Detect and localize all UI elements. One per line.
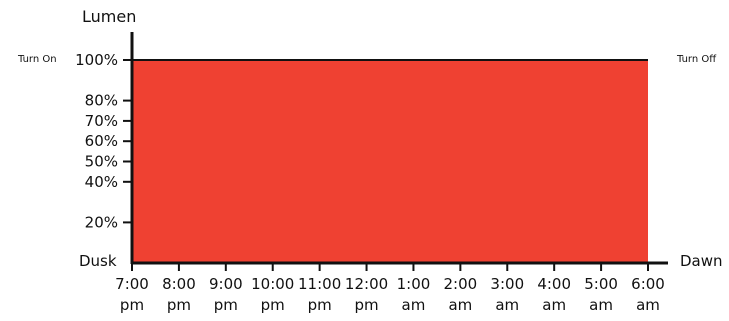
turn-off-label: Turn Off [676, 54, 717, 65]
x-tick-label-line1: 8:00 [162, 275, 196, 293]
y-tick-label: 60% [85, 132, 118, 150]
x-tick-label-line1: 9:00 [209, 275, 243, 293]
turn-on-label: Turn On [17, 54, 57, 65]
y-tick-label: 100% [75, 51, 118, 69]
x-tick-label-line2: pm [167, 296, 191, 314]
x-tick-label-line2: am [542, 296, 566, 314]
y-tick-label: 70% [85, 112, 118, 130]
x-tick-label-line1: 7:00 [115, 275, 149, 293]
axis-layer: 100% 80% 70% 60% 50% 40% 20% 7:00 pm 8:00 pm 9:00 pm… [75, 32, 668, 314]
y-axis-label: Lumen [82, 7, 136, 26]
x-tick-label-line1: 1:00 [397, 275, 431, 293]
lumen-area [132, 60, 648, 263]
x-tick-label-line1: 5:00 [584, 275, 618, 293]
x-tick-label-line1: 3:00 [490, 275, 524, 293]
y-tick-label: 80% [85, 92, 118, 110]
x-tick-label-line2: pm [214, 296, 238, 314]
label-layer: Lumen Turn On Turn Off Dusk Dawn [17, 7, 723, 270]
x-tick-label-line2: pm [261, 296, 285, 314]
x-tick-label-line2: am [402, 296, 426, 314]
dawn-label: Dawn [680, 252, 723, 270]
x-tick-label-line1: 4:00 [537, 275, 571, 293]
x-tick-label-line1: 10:00 [251, 275, 294, 293]
x-tick-label-line1: 2:00 [444, 275, 478, 293]
x-tick-label-line1: 6:00 [631, 275, 665, 293]
x-tick-label-line1: 11:00 [298, 275, 341, 293]
x-tick-label-line2: pm [308, 296, 332, 314]
dusk-label: Dusk [79, 252, 117, 270]
plot-layer [132, 59, 648, 263]
x-tick-label-line2: am [448, 296, 472, 314]
x-tick-label-line1: 12:00 [345, 275, 388, 293]
x-tick-label-line2: pm [354, 296, 378, 314]
x-tick-label-line2: am [589, 296, 613, 314]
y-tick-label: 20% [85, 213, 118, 231]
x-tick-label-line2: am [636, 296, 660, 314]
x-tick-label-line2: pm [120, 296, 144, 314]
x-tick-label-line2: am [495, 296, 519, 314]
y-tick-label: 50% [85, 153, 118, 171]
y-tick-label: 40% [85, 173, 118, 191]
